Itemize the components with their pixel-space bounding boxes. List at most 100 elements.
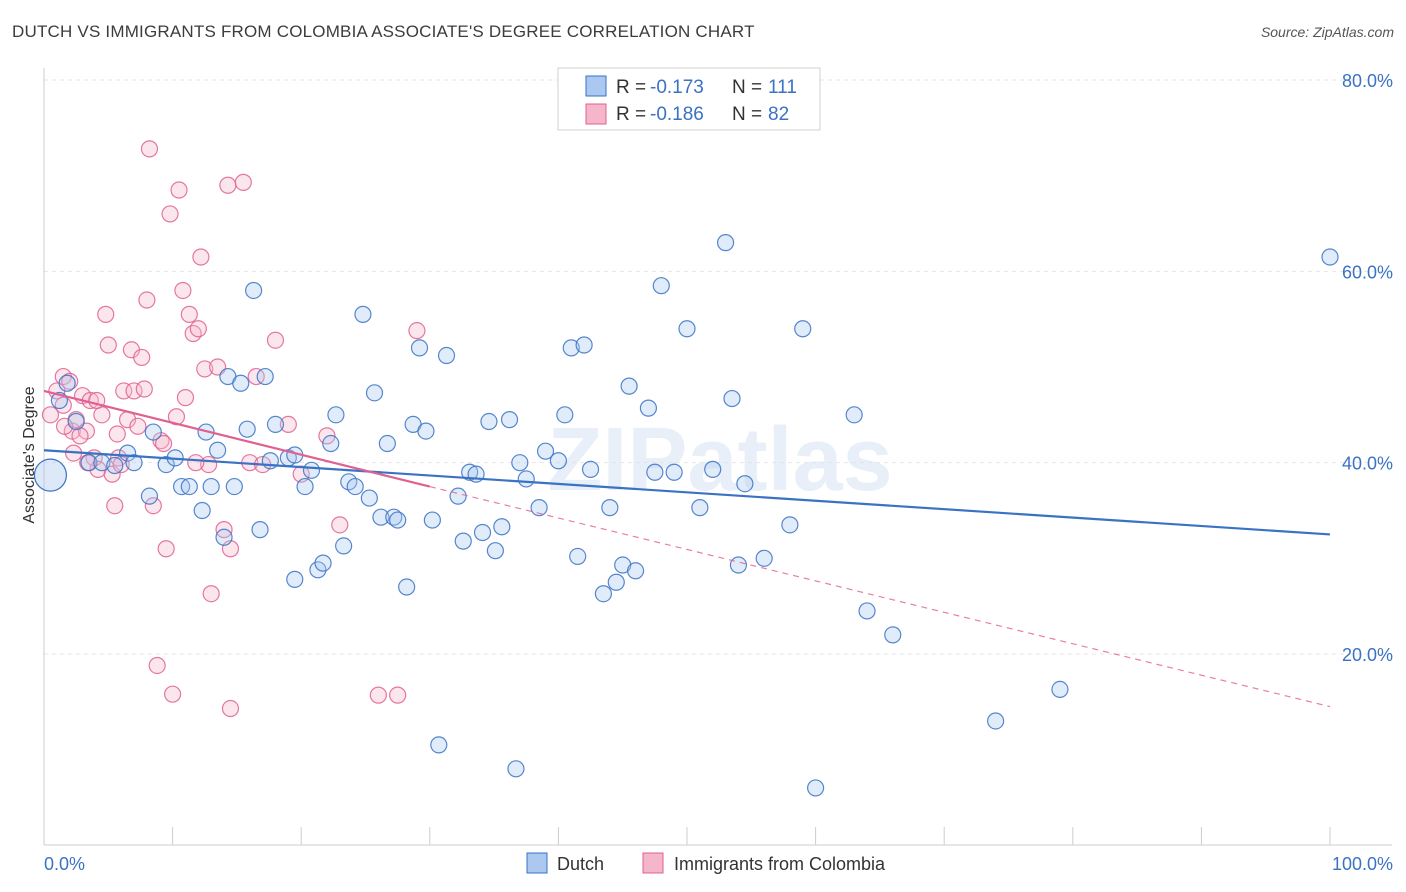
colombia-point-23 [133, 348, 151, 367]
colombia-point-21 [125, 382, 143, 400]
dutch-point-87 [716, 234, 735, 252]
dutch-point-56 [461, 463, 479, 481]
dutch-point-73 [581, 460, 600, 478]
colombia-point-47 [221, 699, 240, 718]
colombia-point-35 [176, 389, 195, 407]
dutch-point-63 [507, 760, 525, 778]
dutch-point-58 [473, 523, 492, 542]
dutch-point-60 [486, 542, 504, 560]
colombia-point-40 [196, 360, 214, 378]
colombia-point-12 [93, 406, 111, 424]
x-tick-label-1: 100.0% [1332, 854, 1393, 874]
dutch-point-96 [858, 602, 876, 620]
dutch-point-10 [157, 455, 175, 474]
colombia-point-31 [164, 685, 182, 703]
dutch-point-35 [322, 434, 340, 453]
dutch-point-94 [806, 779, 825, 797]
dutch-point-53 [437, 346, 456, 365]
dutch-point-88 [723, 389, 741, 408]
colombia-point-22 [129, 417, 147, 435]
dutch-point-34 [314, 554, 332, 572]
dutch-point-76 [607, 573, 625, 591]
colombia-point-13 [97, 305, 115, 323]
dutch-point-52 [430, 736, 448, 754]
chart-title: DUTCH VS IMMIGRANTS FROM COLOMBIA ASSOCI… [12, 22, 755, 41]
colombia-point-30 [161, 205, 179, 223]
dutch-point-41 [360, 489, 378, 507]
dutch-point-16 [202, 477, 220, 496]
colombia-point-14 [99, 336, 117, 354]
colombia-point-60 [71, 427, 89, 445]
dutch-point-69 [556, 406, 574, 424]
colombia-point-34 [174, 281, 192, 300]
y-axis-label: Associate's Degree [21, 386, 38, 523]
dutch-point-97 [884, 626, 902, 644]
dutch-point-71 [569, 547, 587, 566]
dutch-point-59 [480, 412, 498, 431]
colombia-point-66 [154, 434, 173, 453]
legend-r-value-dutch: -0.173 [650, 77, 704, 98]
dutch-point-85 [691, 499, 709, 517]
dutch-point-14 [193, 501, 211, 520]
colombia-point-57 [369, 686, 387, 704]
colombia-point-67 [187, 454, 205, 472]
legend-n-value-colombia: 82 [768, 104, 789, 125]
dutch-point-66 [530, 499, 548, 517]
colombia-point-56 [331, 516, 349, 534]
dutch-cluster-point [33, 458, 68, 492]
colombia-point-65 [135, 380, 153, 398]
bottom-legend-swatch-dutch [526, 852, 548, 874]
colombia-point-58 [389, 686, 407, 704]
colombia-point-48 [234, 173, 252, 191]
dutch-point-74 [594, 585, 613, 603]
dutch-point-79 [626, 562, 645, 580]
dutch-point-72 [575, 336, 593, 354]
dutch-point-32 [302, 461, 321, 479]
legend-swatch-dutch [585, 75, 607, 97]
dutch-point-99 [1051, 680, 1069, 698]
colombia-point-42 [202, 585, 220, 603]
dutch-point-81 [646, 463, 664, 481]
legend-r-label-dutch: R = [616, 77, 646, 98]
dutch-point-100 [1321, 248, 1339, 266]
bottom-legend-label-dutch: Dutch [557, 854, 604, 874]
dutch-point-86 [704, 460, 722, 478]
trend-line-colombia-extension [429, 486, 1331, 708]
colombia-point-4 [61, 372, 79, 390]
colombia-point-38 [189, 320, 207, 338]
trend-lines [43, 389, 1331, 708]
dutch-point-50 [417, 422, 435, 440]
dutch-point-25 [256, 367, 274, 386]
dutch-point-80 [639, 399, 658, 417]
dutch-point-43 [372, 508, 390, 526]
dutch-point-67 [536, 442, 555, 460]
grid-lines [44, 79, 1392, 655]
dutch-point-70 [562, 339, 580, 357]
colombia-point-50 [247, 367, 265, 386]
legend-r-value-colombia: -0.186 [650, 104, 704, 125]
dutch-point-31 [296, 477, 314, 496]
legend-n-label-colombia: N = [732, 104, 762, 125]
colombia-point-26 [144, 497, 162, 515]
colombia-point-33 [170, 181, 188, 199]
colombia-point-45 [219, 176, 237, 194]
chart-source: Source: ZipAtlas.com [1260, 24, 1394, 40]
dutch-point-84 [678, 320, 696, 338]
dutch-point-24 [251, 521, 269, 539]
dutch-point-64 [511, 454, 529, 472]
y-tick-labels: 20.0% 40.0% 60.0% 80.0% [1342, 71, 1393, 665]
dutch-point-8 [140, 487, 159, 505]
dutch-point-75 [601, 499, 619, 517]
dutch-point-61 [493, 518, 511, 536]
colombia-point-24 [138, 291, 156, 309]
dutch-point-37 [335, 537, 353, 555]
dutch-point-46 [389, 511, 407, 529]
dutch-point-62 [500, 411, 519, 429]
dutch-point-91 [755, 549, 773, 567]
colombia-point-27 [148, 656, 166, 675]
dutch-point-2 [67, 412, 85, 431]
watermark: ZIPatlas [547, 410, 892, 510]
colombia-point-29 [157, 540, 175, 558]
colombia-point-36 [180, 305, 198, 323]
